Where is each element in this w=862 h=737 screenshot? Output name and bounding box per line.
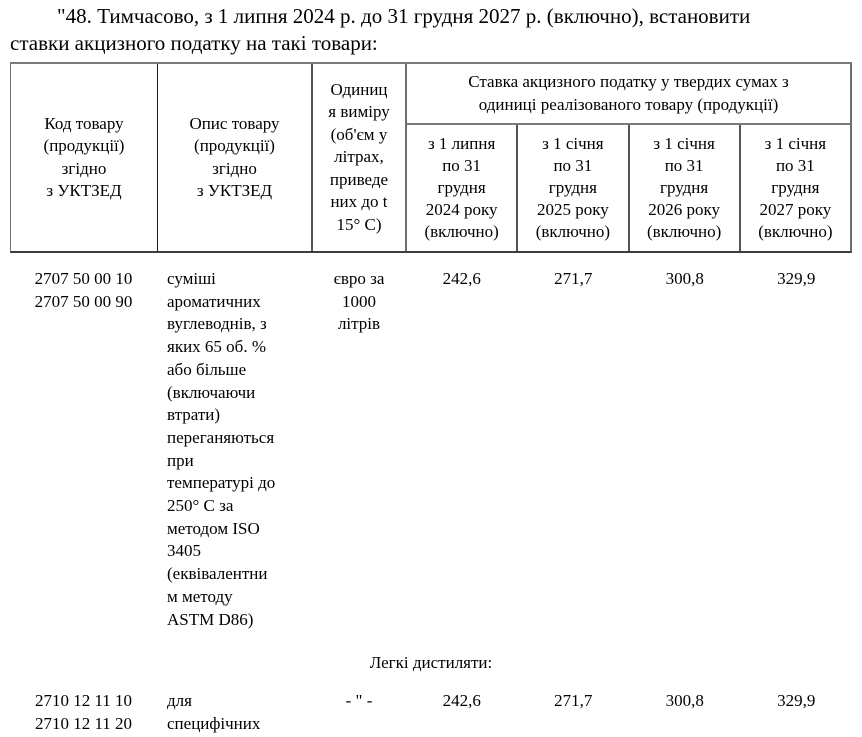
cell-rate-2026: 300,8: [665, 690, 704, 710]
cell-product-codes: 2710 12 11 10 2710 12 11 20: [34, 690, 133, 733]
cell-rate-2025: 271,7: [554, 690, 593, 710]
header-period-2027: з 1 січня по 31 грудня 2027 року (включн…: [758, 134, 833, 241]
table-body: 2707 50 00 10 2707 50 00 90 суміші арома…: [10, 253, 852, 735]
intro-paragraph: "48. Тимчасово, з 1 липня 2024 р. до 31 …: [10, 4, 751, 55]
header-period-2024: з 1 липня по 31 грудня 2024 року (включн…: [407, 125, 519, 251]
cell-product-description: суміші ароматичних вуглеводнів, з яких 6…: [167, 269, 276, 629]
header-product-description: Опис товару (продукції) згідно з УКТЗЕД: [158, 64, 313, 251]
section-label-light-distillates: Легкі дистиляти:: [369, 653, 493, 673]
table-header: Код товару (продукції) згідно з УКТЗЕД О…: [10, 62, 852, 253]
cell-rate-2025: 271,7: [554, 269, 593, 288]
table-row-aromatic-mixtures: 2707 50 00 10 2707 50 00 90 суміші арома…: [10, 268, 852, 631]
header-period-2025: з 1 січня по 31 грудня 2025 року (включн…: [518, 125, 630, 251]
cell-rate-2027: 329,9: [777, 269, 816, 288]
cell-rate-2024: 242,6: [442, 269, 481, 288]
cell-product-description: для специфічних: [167, 690, 261, 733]
excise-rate-table: Код товару (продукції) згідно з УКТЗЕД О…: [10, 62, 852, 735]
table-row-light-distillates: 2710 12 11 10 2710 12 11 20 для специфіч…: [10, 690, 852, 735]
header-period-row: з 1 липня по 31 грудня 2024 року (включн…: [407, 125, 850, 251]
cell-rate-2026: 300,8: [665, 269, 704, 288]
header-rate-group-title: Ставка акцизного податку у твердих сумах…: [407, 64, 850, 125]
cell-measurement-unit: - " -: [345, 690, 373, 710]
header-product-code: Код товару (продукції) згідно з УКТЗЕД: [11, 64, 158, 251]
cell-measurement-unit: євро за 1000 літрів: [333, 269, 385, 334]
cell-rate-2027: 329,9: [777, 690, 816, 710]
cell-rate-2024: 242,6: [442, 690, 481, 710]
header-rate-group: Ставка акцизного податку у твердих сумах…: [407, 64, 850, 251]
cell-product-codes: 2707 50 00 10 2707 50 00 90: [34, 269, 133, 311]
header-period-2026: з 1 січня по 31 грудня 2026 року (включн…: [630, 125, 741, 251]
header-measurement-unit: Одиниц я виміру (об'єм у літрах, приведе…: [313, 64, 407, 251]
